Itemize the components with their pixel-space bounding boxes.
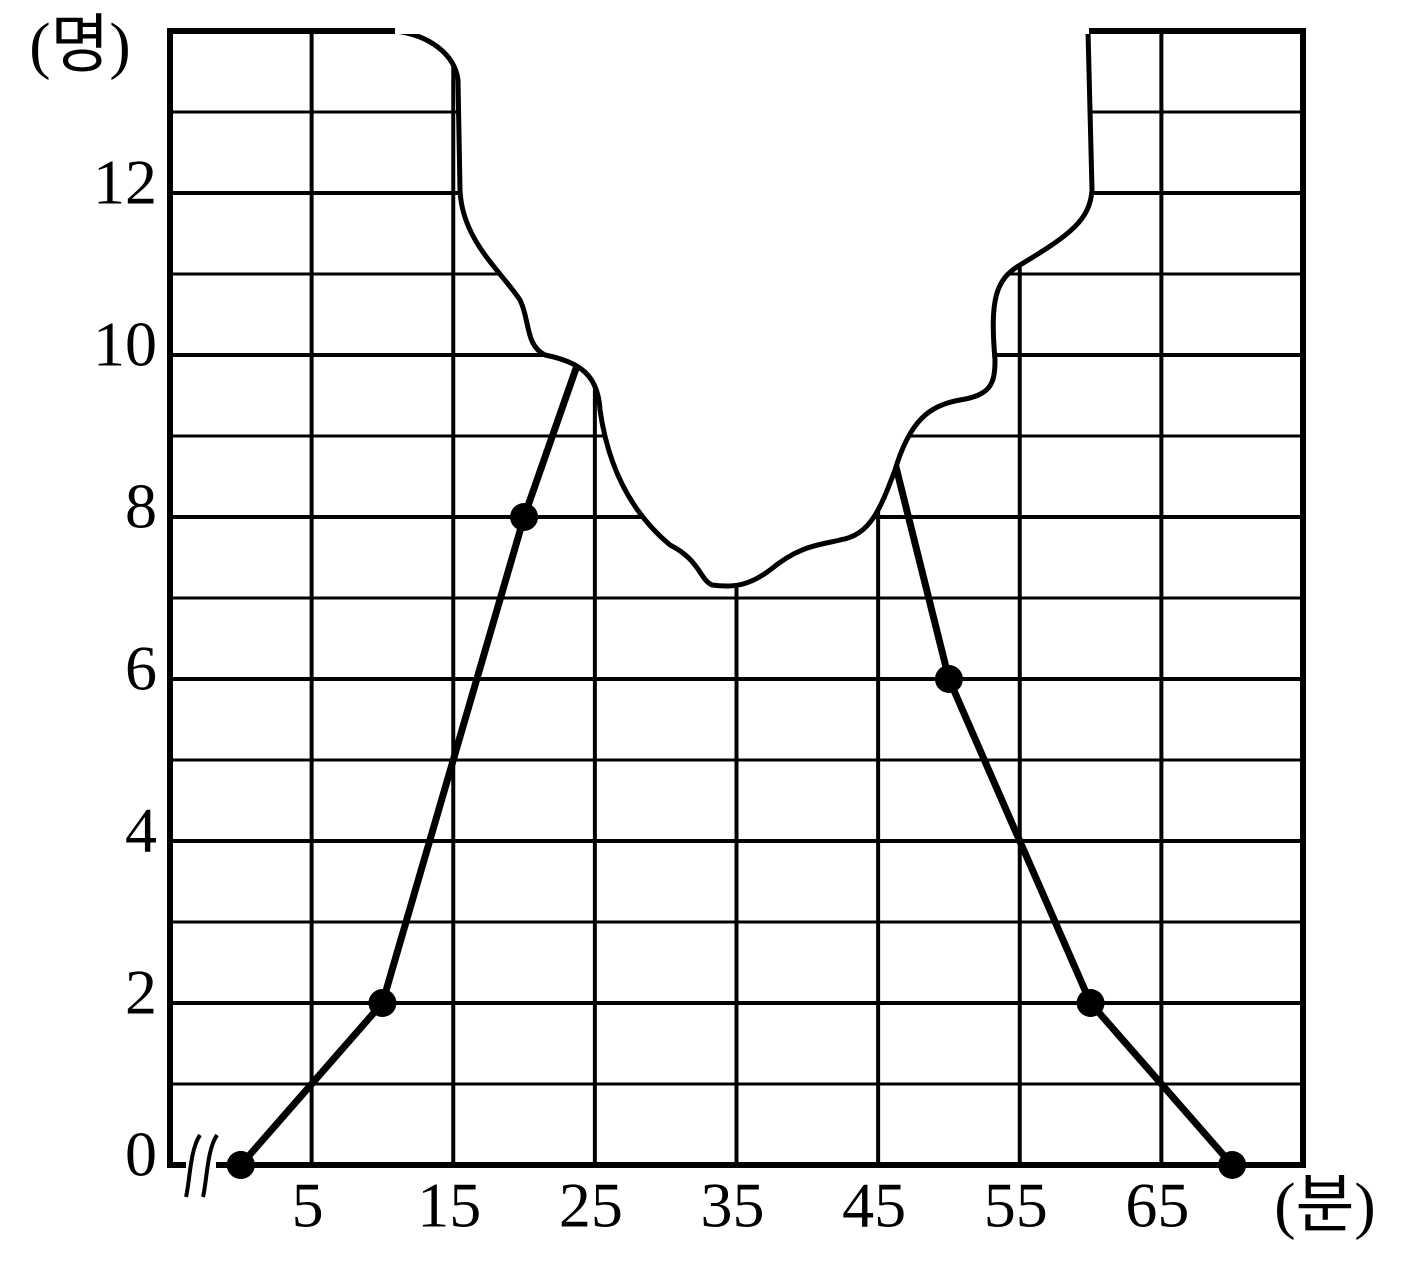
x-tick-label: 25 (559, 1170, 623, 1241)
data-point (510, 503, 539, 531)
y-tick-label: 2 (125, 957, 157, 1028)
data-point (226, 1151, 255, 1179)
data-point (1076, 989, 1105, 1017)
y-tick-label: 0 (125, 1119, 157, 1190)
top-gap (395, 20, 1089, 34)
x-tick-label: 15 (417, 1170, 481, 1241)
y-tick-label: 10 (93, 309, 157, 380)
x-tick-label: 5 (292, 1170, 324, 1241)
y-tick-label: 8 (125, 471, 157, 542)
x-tick-label: 55 (984, 1170, 1048, 1241)
x-tick-label: 35 (701, 1170, 765, 1241)
x-tick-label: 45 (842, 1170, 906, 1241)
axis-break (184, 1133, 219, 1198)
y-tick-label: 12 (93, 147, 157, 218)
data-point (934, 665, 963, 693)
x-tick-label: 65 (1125, 1170, 1189, 1241)
torn-edge (394, 28, 1095, 589)
data-point (368, 989, 397, 1017)
x-axis-label: (분) (1274, 1170, 1376, 1241)
torn-area (395, 31, 1092, 587)
y-tick-label: 4 (125, 795, 157, 866)
y-tick-label: 6 (125, 633, 157, 704)
y-axis-label: (명) (29, 10, 131, 81)
